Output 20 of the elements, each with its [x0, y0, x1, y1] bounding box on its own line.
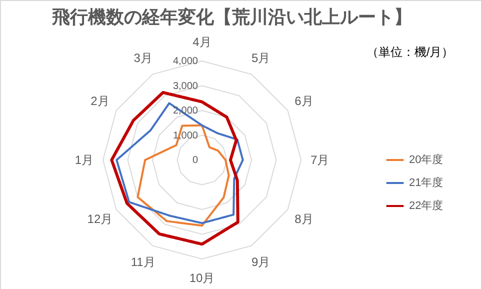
spoke-label: 12月	[87, 212, 113, 226]
spoke-label: 7月	[310, 153, 330, 167]
spoke-label: 1月	[74, 153, 94, 167]
chart-title: 飛行機数の経年変化【荒川沿い北上ルート】	[51, 7, 412, 27]
spoke-label: 4月	[192, 35, 212, 50]
spoke-label: 3月	[134, 50, 152, 65]
spoke-label: 2月	[90, 94, 110, 108]
text: （単位：機/月）	[366, 45, 454, 59]
spoke-label: 8月	[294, 212, 314, 226]
spoke-label: 5月	[252, 50, 270, 65]
legend-label: 21年度	[409, 176, 444, 189]
legend-label: 22年度	[409, 199, 444, 212]
spoke-label: 6月	[294, 94, 314, 108]
spoke-label: 11月	[130, 255, 156, 270]
y-tick-label: 3,000	[172, 80, 198, 92]
spoke-label: 10月	[189, 270, 215, 285]
spoke-label: 9月	[252, 255, 270, 270]
y-tick-label: 0	[192, 155, 198, 166]
legend-label: 20年度	[409, 153, 444, 166]
y-tick-label: 4,000	[172, 56, 198, 67]
